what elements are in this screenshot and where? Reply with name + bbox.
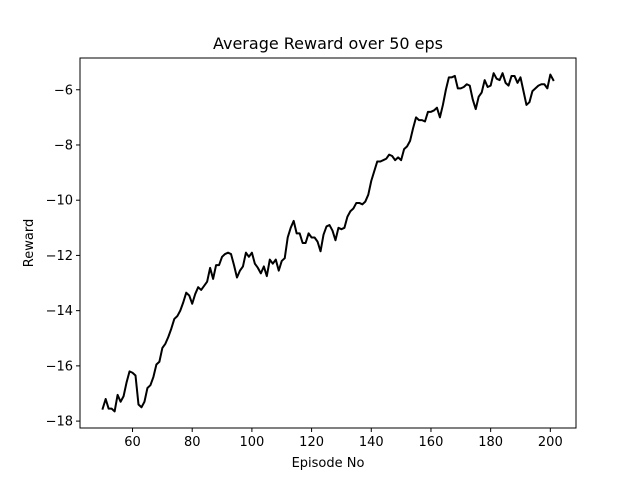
x-tick-label: 200	[538, 435, 563, 450]
plot-frame	[79, 57, 577, 429]
x-tick-label: 160	[419, 435, 444, 450]
y-tick-label: −16	[46, 359, 73, 374]
y-axis-ticks: −18 −16 −14 −12 −10 −8 −6	[46, 83, 80, 430]
x-tick-label: 140	[359, 435, 384, 450]
y-axis-label: Reward	[22, 219, 37, 267]
y-tick-label: −18	[46, 415, 73, 430]
chart-title: Average Reward over 50 eps	[213, 34, 443, 53]
x-tick-label: 180	[478, 435, 503, 450]
x-tick-label: 100	[239, 435, 264, 450]
x-axis-label: Episode No	[292, 456, 365, 471]
x-tick-label: 120	[299, 435, 324, 450]
y-tick-label: −6	[54, 83, 73, 98]
x-tick-label: 60	[124, 435, 141, 450]
series-line-0	[101, 72, 555, 413]
plot-area	[101, 72, 555, 413]
y-tick-label: −14	[46, 304, 73, 319]
y-tick-label: −8	[54, 138, 73, 153]
x-tick-label: 80	[184, 435, 201, 450]
x-axis-ticks: 60 80 100 120 140 160 180 200	[124, 428, 563, 450]
y-tick-label: −10	[46, 194, 73, 209]
y-tick-label: −12	[46, 249, 73, 264]
